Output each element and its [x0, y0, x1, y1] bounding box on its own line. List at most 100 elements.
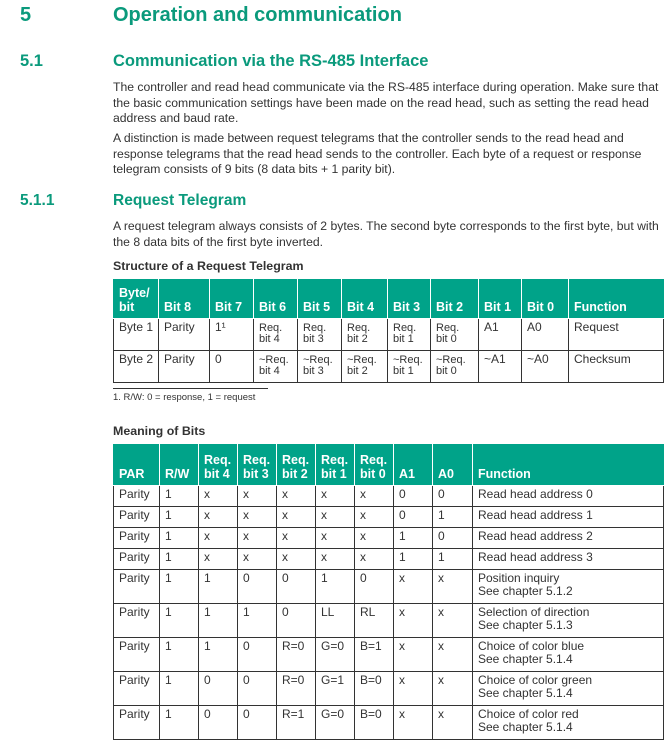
table-cell: 1	[159, 526, 199, 549]
table-cell: ~Req. bit 3	[297, 349, 342, 383]
table-cell: 0	[354, 568, 394, 604]
paragraph: A request telegram always consists of 2 …	[113, 219, 659, 249]
table-cell: R=0	[276, 670, 316, 706]
table-cell: 1	[198, 636, 238, 672]
table-cell: Parity	[113, 602, 160, 638]
paragraph: The controller and read head communicate…	[113, 80, 659, 125]
table-cell: 0	[198, 670, 238, 706]
table-cell: 0	[393, 505, 433, 528]
column-header: Bit 5	[297, 279, 342, 319]
table-cell: Parity	[113, 547, 160, 570]
table-cell: x	[315, 484, 355, 507]
column-header: R/W	[159, 444, 199, 486]
table-cell: x	[354, 547, 394, 570]
table-cell: Choice of color green See chapter 5.1.4	[472, 670, 664, 706]
table-cell: ~A1	[478, 349, 522, 383]
column-header: Function	[472, 444, 664, 486]
column-header: Bit 7	[209, 279, 254, 319]
table-cell: x	[237, 526, 277, 549]
footnote: 1. R/W: 0 = response, 1 = request	[113, 388, 268, 403]
table-cell: 0	[237, 636, 277, 672]
meaning-of-bits-table: PAR R/W Req. bit 4 Req. bit 3 Req. bit 2 Req.…	[113, 444, 664, 740]
table-cell: 1	[159, 670, 199, 706]
table-cell: 1	[159, 602, 199, 638]
subsection-title: Request Telegram	[113, 192, 247, 209]
table-cell: Req. bit 1	[387, 317, 431, 351]
table-cell: 1	[159, 704, 199, 740]
table-cell: x	[315, 505, 355, 528]
table-cell: ~Req. bit 1	[387, 349, 431, 383]
table-cell: Parity	[113, 484, 160, 507]
table-cell: x	[432, 568, 473, 604]
table-cell: Checksum	[568, 349, 664, 383]
table-cell: x	[432, 602, 473, 638]
table-cell: LL	[315, 602, 355, 638]
table-cell: ~Req. bit 2	[341, 349, 388, 383]
table-cell: x	[276, 505, 316, 528]
table-cell: Req. bit 4	[253, 317, 298, 351]
table-cell: x	[432, 704, 473, 740]
table-row: Parity 1 x x x x x 1 1 Read head address 3	[113, 547, 664, 570]
table-cell: Position inquiry See chapter 5.1.2	[472, 568, 664, 604]
table-cell: 1	[198, 568, 238, 604]
column-header: Req. bit 1	[315, 444, 355, 486]
chapter-number: 5	[20, 4, 32, 26]
table-cell: Choice of color red See chapter 5.1.4	[472, 704, 664, 740]
table-cell: 0	[276, 568, 316, 604]
section-number: 5.1	[20, 52, 43, 70]
table-cell: x	[198, 505, 238, 528]
table-row: Parity 1 1 0 0 1 0 x x Position inquiry See chapt…	[113, 568, 664, 604]
table-cell: 0	[198, 704, 238, 740]
table-cell: ~Req. bit 0	[430, 349, 479, 383]
table-cell: Read head address 0	[472, 484, 664, 507]
column-header: Function	[568, 279, 664, 319]
table-cell: x	[432, 636, 473, 672]
table-row: Parity 1 x x x x x 1 0 Read head address 2	[113, 526, 664, 549]
column-header: Bit 6	[253, 279, 298, 319]
table-cell: Req. bit 3	[297, 317, 342, 351]
table-cell: B=0	[354, 704, 394, 740]
table-cell: 1	[237, 602, 277, 638]
table-cell: x	[354, 484, 394, 507]
table-cell: x	[198, 526, 238, 549]
column-header: A1	[393, 444, 433, 486]
table-cell: B=1	[354, 636, 394, 672]
paragraph: A distinction is made between request te…	[113, 131, 642, 176]
table-cell: Req. bit 2	[341, 317, 388, 351]
table-cell: 0	[237, 568, 277, 604]
column-header: A0	[432, 444, 473, 486]
column-header: Bit 3	[387, 279, 431, 319]
header-row: PAR R/W Req. bit 4 Req. bit 3 Req. bit 2 Req.…	[113, 444, 664, 486]
table-cell: x	[393, 670, 433, 706]
table-cell: A0	[521, 317, 569, 351]
column-header: PAR	[113, 444, 160, 486]
table-row: Parity 1 x x x x x 0 1 Read head address 1	[113, 505, 664, 528]
table-cell: x	[276, 526, 316, 549]
table-cell: Parity	[113, 636, 160, 672]
table-cell: x	[393, 636, 433, 672]
table-cell: Parity	[113, 704, 160, 740]
table-cell: 0	[432, 526, 473, 549]
table-cell: G=0	[315, 636, 355, 672]
table-cell: x	[432, 670, 473, 706]
table-cell: 1	[159, 636, 199, 672]
table-cell: x	[393, 602, 433, 638]
table-cell: x	[237, 484, 277, 507]
table-cell: x	[198, 547, 238, 570]
table-cell: 1	[393, 526, 433, 549]
table-cell: x	[354, 526, 394, 549]
table-cell: x	[198, 484, 238, 507]
table-cell: x	[237, 505, 277, 528]
table-cell: 1	[315, 568, 355, 604]
column-header: Bit 2	[430, 279, 479, 319]
column-header: Bit 1	[478, 279, 522, 319]
table-row: Parity 1 x x x x x 0 0 Read head address 0	[113, 484, 664, 507]
table-cell: Read head address 1	[472, 505, 664, 528]
column-header: Req. bit 0	[354, 444, 394, 486]
table-cell: 1	[393, 547, 433, 570]
table-cell: x	[393, 704, 433, 740]
table-cell: 0	[209, 349, 254, 383]
table-cell: 0	[237, 670, 277, 706]
table-cell: A1	[478, 317, 522, 351]
